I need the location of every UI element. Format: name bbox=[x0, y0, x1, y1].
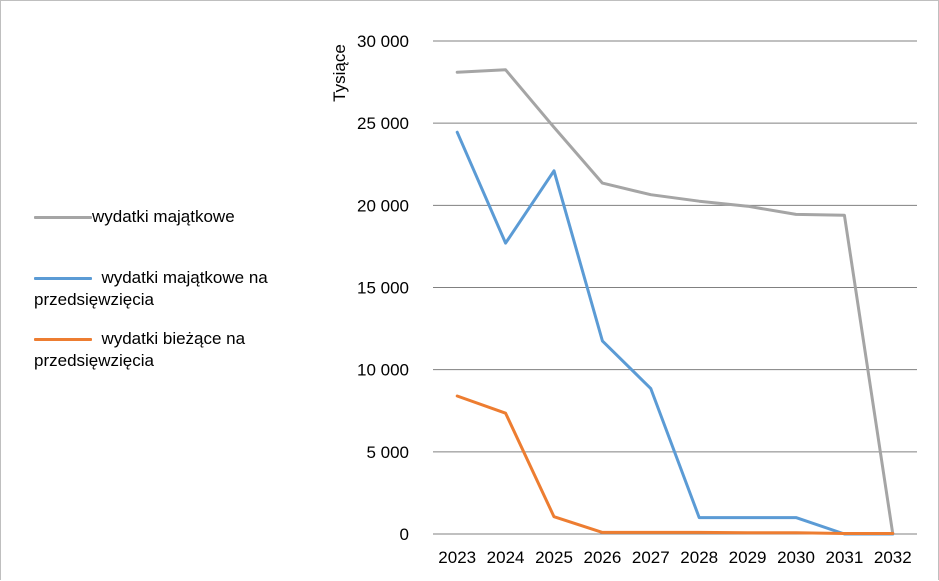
x-tick-label: 2032 bbox=[874, 548, 912, 567]
x-tick-label: 2029 bbox=[729, 548, 767, 567]
x-tick-label: 2024 bbox=[487, 548, 525, 567]
y-tick-label: 30 000 bbox=[357, 32, 409, 51]
y-axis-tick-labels: 0 5 000 10 000 15 000 20 000 25 000 30 000 bbox=[357, 32, 409, 544]
legend-swatch-orange bbox=[34, 338, 92, 341]
series-lines bbox=[455, 68, 895, 536]
legend-label: wydatki bieżące na przedsięwzięcia bbox=[34, 329, 250, 370]
series-line-1 bbox=[455, 130, 895, 536]
x-tick-label: 2026 bbox=[583, 548, 621, 567]
y-tick-label: 20 000 bbox=[357, 196, 409, 215]
legend: wydatki majątkowe wydatki majątkowe na p… bbox=[34, 206, 334, 372]
x-tick-label: 2031 bbox=[825, 548, 863, 567]
y-tick-label: 25 000 bbox=[357, 114, 409, 133]
legend-swatch-gray bbox=[34, 216, 92, 219]
x-tick-label: 2025 bbox=[535, 548, 573, 567]
series-line-2 bbox=[455, 394, 895, 535]
x-tick-label: 2023 bbox=[438, 548, 476, 567]
legend-item-wydatki-majatkowe-na-przedsiewziecia: wydatki majątkowe na przedsięwzięcia bbox=[34, 267, 334, 311]
y-tick-label: 5 000 bbox=[366, 443, 409, 462]
x-axis-tick-labels: 2023 2024 2025 2026 2027 2028 2029 2030 2031 2032 bbox=[438, 548, 911, 567]
series-line-0 bbox=[455, 68, 895, 536]
y-tick-label: 0 bbox=[400, 525, 409, 544]
x-tick-label: 2030 bbox=[777, 548, 815, 567]
x-tick-label: 2027 bbox=[632, 548, 670, 567]
y-tick-label: 15 000 bbox=[357, 279, 409, 298]
legend-label: wydatki majątkowe na przedsięwzięcia bbox=[34, 268, 273, 309]
legend-item-wydatki-majatkowe: wydatki majątkowe bbox=[34, 206, 334, 228]
legend-item-wydatki-biezace-na-przedsiewziecia: wydatki bieżące na przedsięwzięcia bbox=[34, 328, 334, 372]
y-axis-title: Tysiące bbox=[330, 44, 349, 102]
gridlines bbox=[433, 40, 917, 535]
x-tick-label: 2028 bbox=[680, 548, 718, 567]
y-tick-label: 10 000 bbox=[357, 361, 409, 380]
legend-swatch-blue bbox=[34, 277, 92, 280]
legend-label: wydatki majątkowe bbox=[92, 207, 235, 226]
